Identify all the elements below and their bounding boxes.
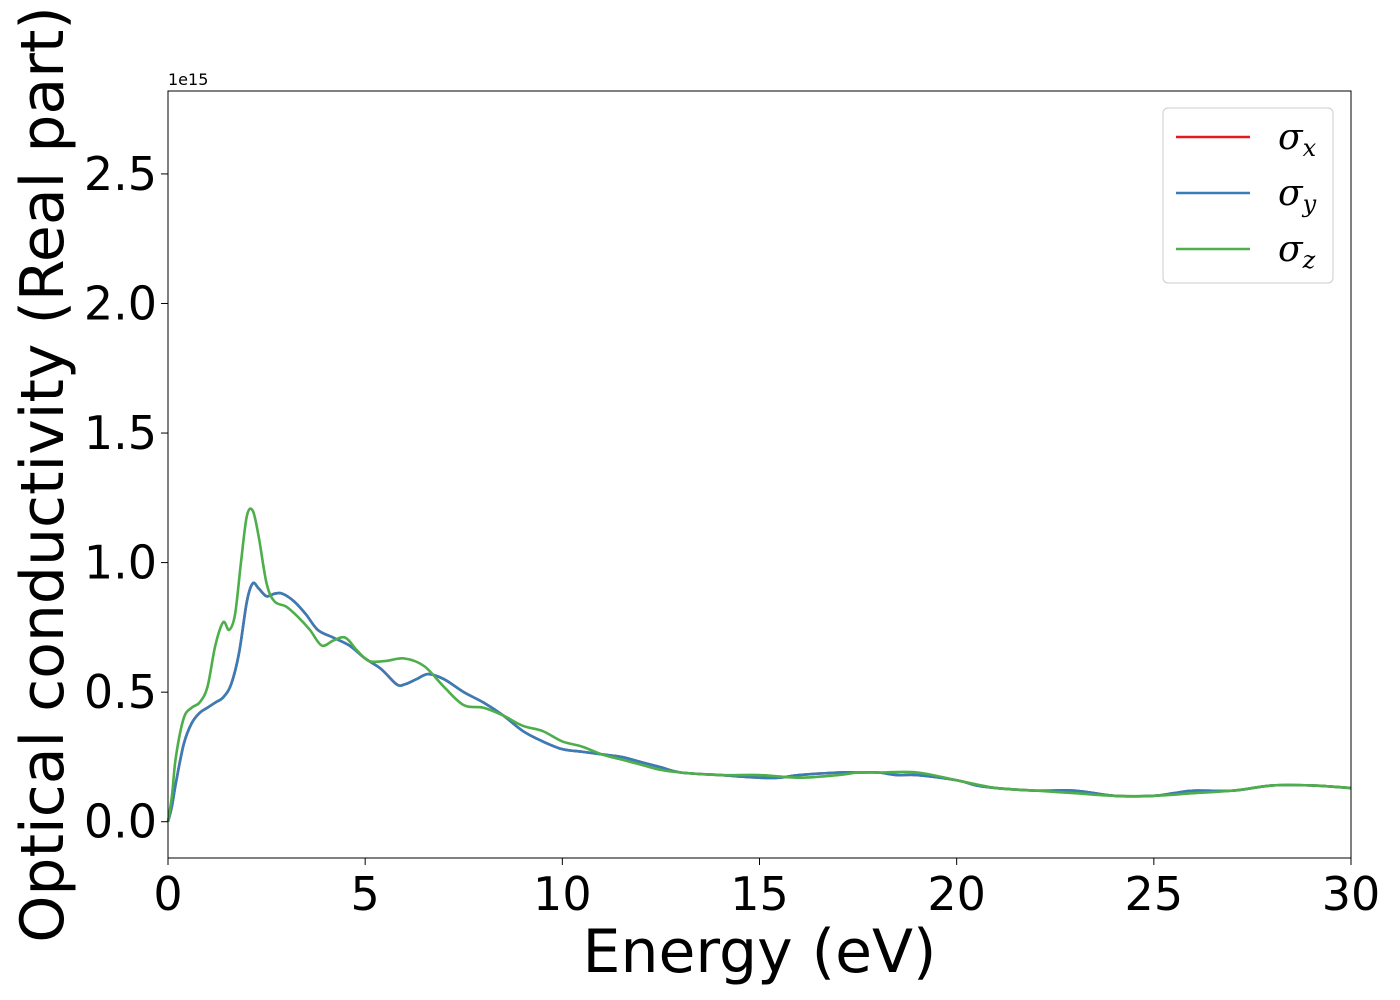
y-tick-label: 0.5	[84, 665, 157, 719]
legend-subscript: y	[1302, 190, 1317, 218]
y-tick-label: 2.0	[84, 276, 157, 330]
series-layer	[166, 507, 1352, 823]
x-axis-label: Energy (eV)	[583, 917, 937, 987]
ticks-layer: 0 5 10 15 20 25 30 0.0 0.5 1.0 1.5 2.0 2.5	[84, 147, 1380, 921]
legend-label-y: σy	[1278, 173, 1317, 218]
legend-symbol: σ	[1278, 117, 1304, 158]
y-tick-label: 1.5	[84, 406, 157, 460]
x-tick-label: 25	[1125, 867, 1184, 921]
x-tick-label: 30	[1322, 867, 1381, 921]
legend-symbol: σ	[1278, 229, 1304, 270]
legend-symbol: σ	[1278, 173, 1304, 214]
x-tick-label: 0	[153, 867, 182, 921]
legend-box	[1162, 107, 1334, 284]
x-tick-label: 10	[533, 867, 592, 921]
y-tick-label: 2.5	[84, 147, 157, 201]
legend-label-x: σx	[1278, 117, 1317, 162]
legend-subscript: z	[1302, 246, 1316, 274]
y-tick-label: 1.0	[84, 536, 157, 590]
legend-label-z: σz	[1278, 229, 1316, 274]
series-line-z	[166, 507, 1352, 822]
y-tick-label: 0.0	[84, 795, 157, 849]
x-tick-label: 20	[927, 867, 986, 921]
legend-subscript: x	[1303, 134, 1317, 162]
x-tick-label: 15	[730, 867, 789, 921]
y-offset-label: 1e15	[168, 70, 208, 89]
x-tick-label: 5	[351, 867, 380, 921]
y-axis-label: Optical conductivity (Real part)	[8, 6, 78, 943]
